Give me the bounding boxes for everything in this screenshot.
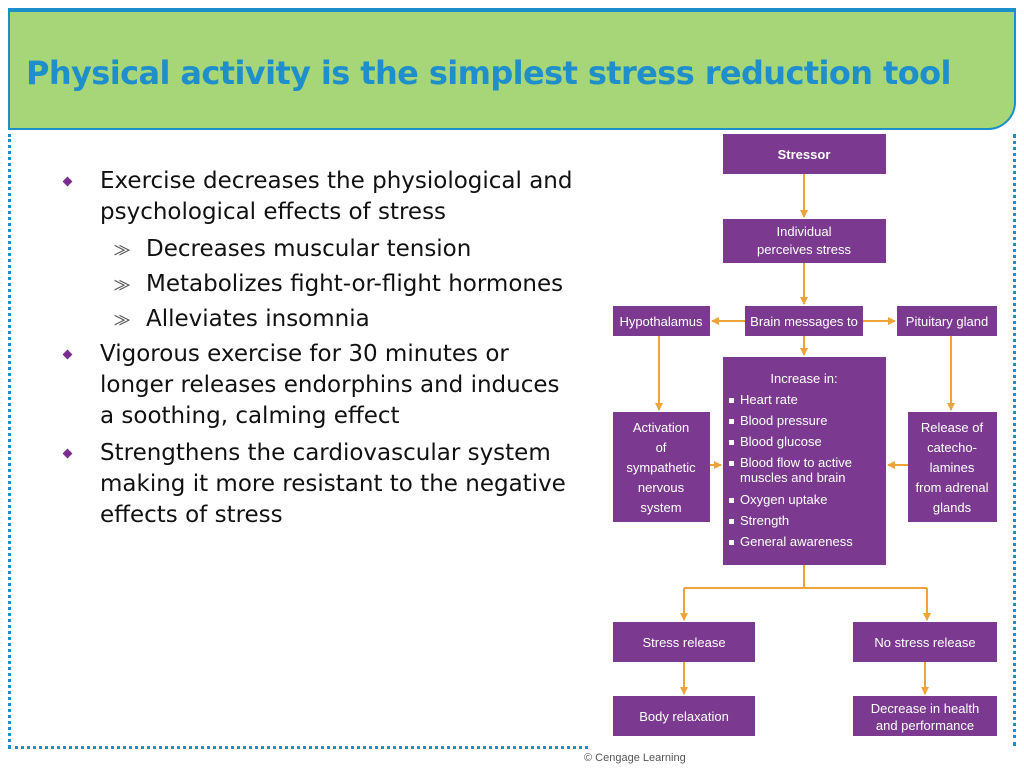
no-stress-release-box [853, 622, 997, 662]
pituitary-label: Pituitary gland [906, 314, 988, 329]
square-bullet-icon [729, 519, 734, 524]
increase-item: Blood glucose [740, 434, 822, 449]
decrease-box [853, 696, 997, 736]
release-label: catecho- [927, 440, 977, 455]
activation-label: of [656, 440, 667, 455]
perceives-box [723, 219, 886, 263]
increase-item: Oxygen uptake [740, 492, 827, 507]
stress-release-label: Stress release [642, 635, 725, 650]
bullet-item: Vigorous exercise for 30 minutes or long… [58, 339, 578, 432]
perceives-label: Individual [777, 224, 832, 239]
bullet-list: Exercise decreases the physiological and… [58, 166, 578, 537]
stressor-box [723, 134, 886, 174]
copyright-text: © Cengage Learning [584, 752, 686, 764]
dotted-border-bottom [8, 746, 588, 749]
brain-messages-label: Brain messages to [750, 314, 858, 329]
bullet-text: Strengthens the cardiovascular system ma… [100, 440, 566, 528]
activation-label: sympathetic [626, 460, 696, 475]
square-bullet-icon [729, 461, 734, 466]
sub-bullet-text: Decreases muscular tension [146, 236, 472, 262]
activation-label: Activation [633, 420, 689, 435]
no-stress-release-label: No stress release [874, 635, 975, 650]
increase-item: General awareness [740, 534, 853, 549]
bullet-item: Strengthens the cardiovascular system ma… [58, 438, 578, 531]
activation-label: system [640, 500, 681, 515]
decrease-label: and performance [876, 718, 974, 733]
body-relaxation-label: Body relaxation [639, 709, 729, 724]
square-bullet-icon [729, 398, 734, 403]
arrow-bullet-icon: ⨠ [114, 277, 131, 293]
sub-bullet-item: ⨠ Alleviates insomnia [58, 304, 578, 334]
increase-title: Increase in: [770, 371, 837, 386]
sub-bullet-item: ⨠ Decreases muscular tension [58, 234, 578, 264]
bullet-text: Exercise decreases the physiological and… [100, 168, 573, 225]
dotted-border-right [1013, 134, 1016, 746]
bullet-item: Exercise decreases the physiological and… [58, 166, 578, 228]
sub-bullet-text: Metabolizes fight-or-flight hormones [146, 271, 564, 297]
increase-item: muscles and brain [740, 470, 846, 485]
perceives-label: perceives stress [757, 242, 851, 257]
release-label: Release of [921, 420, 984, 435]
release-box [908, 412, 997, 522]
hypothalamus-box [613, 306, 710, 336]
slide-title: Physical activity is the simplest stress… [26, 54, 951, 92]
stressor-label: Stressor [778, 147, 831, 162]
increase-item: Strength [740, 513, 789, 528]
hypothalamus-label: Hypothalamus [619, 314, 703, 329]
dotted-border-left [8, 134, 11, 748]
release-label: glands [933, 500, 972, 515]
increase-item: Blood pressure [740, 413, 827, 428]
activation-label: nervous [638, 480, 685, 495]
decrease-label: Decrease in health [871, 701, 979, 716]
release-label: from adrenal [916, 480, 989, 495]
brain-messages-box [745, 306, 863, 336]
increase-item: Heart rate [740, 392, 798, 407]
bullet-text: Vigorous exercise for 30 minutes or long… [100, 341, 560, 429]
release-label: lamines [930, 460, 975, 475]
arrow-bullet-icon: ⨠ [114, 242, 131, 258]
body-relaxation-box [613, 696, 755, 736]
increase-box [723, 357, 886, 565]
sub-bullet-item: ⨠ Metabolizes fight-or-flight hormones [58, 269, 578, 299]
stress-release-box [613, 622, 755, 662]
title-bar: Physical activity is the simplest stress… [8, 8, 1016, 130]
activation-box [613, 412, 710, 522]
split-connector [684, 565, 927, 589]
square-bullet-icon [729, 540, 734, 545]
pituitary-box [897, 306, 997, 336]
sub-bullet-text: Alleviates insomnia [146, 306, 370, 332]
arrow-bullet-icon: ⨠ [114, 312, 131, 328]
square-bullet-icon [729, 440, 734, 445]
square-bullet-icon [729, 498, 734, 503]
increase-item: Blood flow to active [740, 455, 852, 470]
square-bullet-icon [729, 419, 734, 424]
